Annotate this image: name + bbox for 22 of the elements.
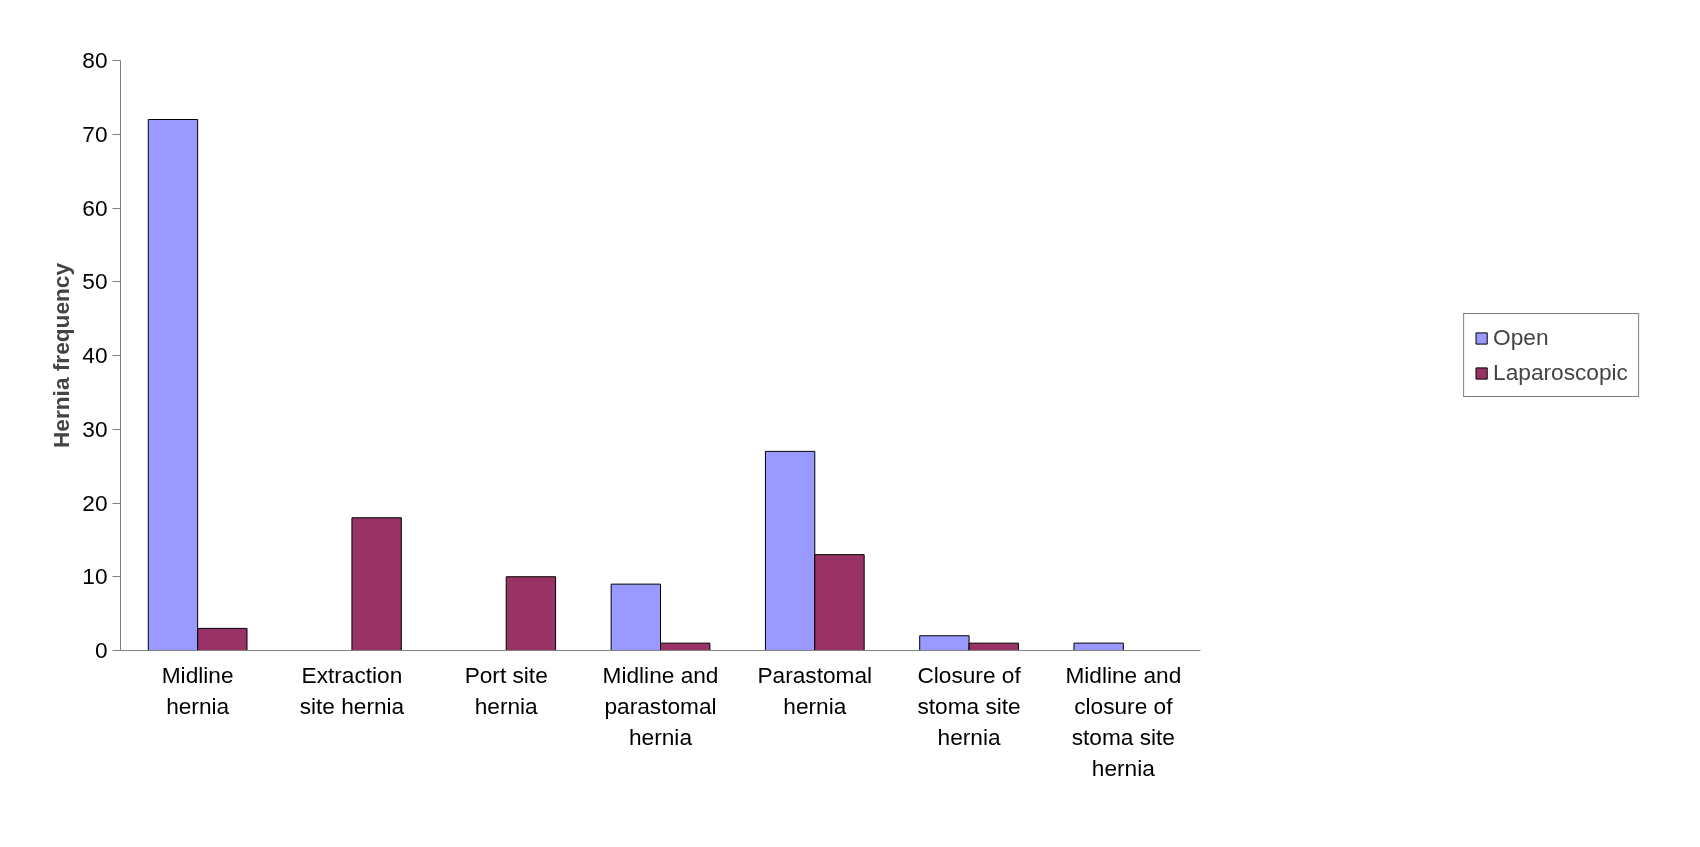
y-tick-label: 10: [82, 563, 108, 590]
x-tick-label: Parastomal hernia: [757, 661, 873, 719]
x-tick-label: Port site hernia: [464, 661, 548, 719]
bar: [505, 576, 557, 651]
y-tick-label: 40: [82, 342, 108, 368]
y-axis-title: Hernia frequency: [48, 262, 75, 449]
x-tick-label: Extraction site hernia: [299, 661, 405, 719]
y-tick-label: 60: [82, 194, 108, 221]
y-tick-label: 20: [82, 489, 108, 516]
y-tick-label: 70: [82, 120, 108, 147]
y-tick-label: 80: [82, 47, 108, 73]
legend-label: Open: [1493, 324, 1549, 351]
legend-label: Laparoscopic: [1493, 359, 1628, 386]
y-tick-label: 50: [82, 268, 108, 295]
bar: [1073, 642, 1124, 651]
x-tick-label: Midline hernia: [161, 661, 234, 719]
bar: [351, 517, 402, 651]
x-tick-label: Closure of stoma site hernia: [917, 661, 1022, 750]
x-tick-label: Midline and parastomal hernia: [602, 661, 719, 750]
x-tick-label: Midline and closure of stoma site hernia: [1065, 661, 1182, 782]
y-tick-label: 0: [94, 637, 108, 663]
y-tick-label: 30: [82, 415, 108, 442]
